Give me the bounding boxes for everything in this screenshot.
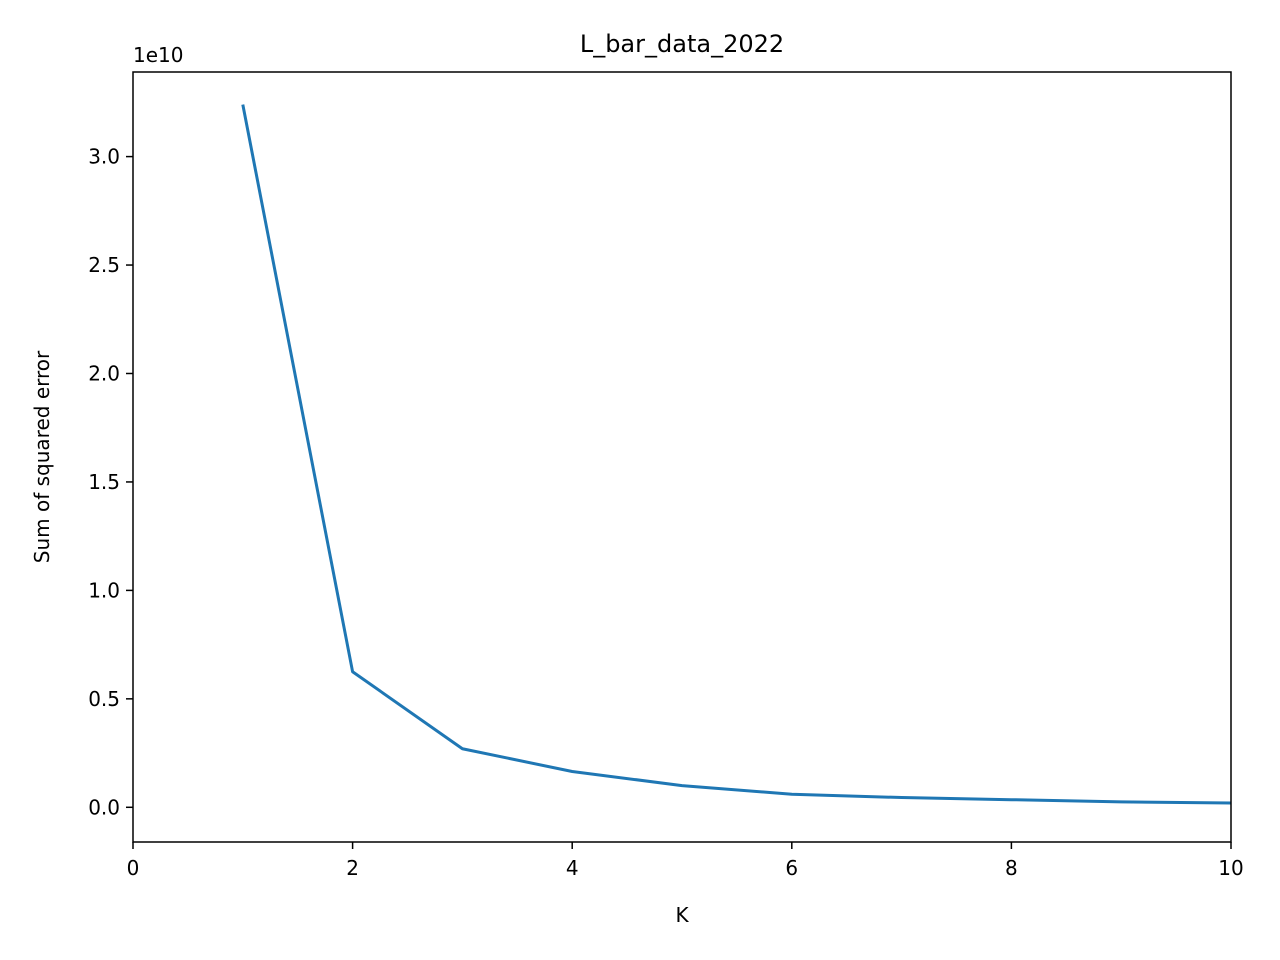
plot-area: 0 2 4 6 8 10 0.0 0.5 1.0 1.5 2.0 2.5 3.0 xyxy=(88,71,1244,880)
y-tick-label: 2.5 xyxy=(88,253,120,277)
x-tick-label: 0 xyxy=(127,856,140,880)
x-axis-label: K xyxy=(675,903,689,927)
x-tick-label: 10 xyxy=(1218,856,1243,880)
y-tick-label: 0.5 xyxy=(88,687,120,711)
series-line-1 xyxy=(241,104,1231,805)
y-tick-label: 1.0 xyxy=(88,578,120,602)
chart-title: L_bar_data_2022 xyxy=(580,30,784,58)
y-tick-label: 3.0 xyxy=(88,145,120,169)
x-tick-label: 8 xyxy=(1005,856,1018,880)
x-tick-label: 4 xyxy=(566,856,579,880)
y-axis-label: Sum of squared error xyxy=(30,350,54,563)
axes-frame xyxy=(132,71,1232,843)
y-tick-label: 1.5 xyxy=(88,470,120,494)
y-tick-label: 2.0 xyxy=(88,361,120,385)
x-tick-label: 2 xyxy=(346,856,359,880)
y-tick-label: 0.0 xyxy=(88,795,120,819)
y-axis-scale-label: 1e10 xyxy=(133,43,183,67)
x-tick-label: 6 xyxy=(785,856,798,880)
